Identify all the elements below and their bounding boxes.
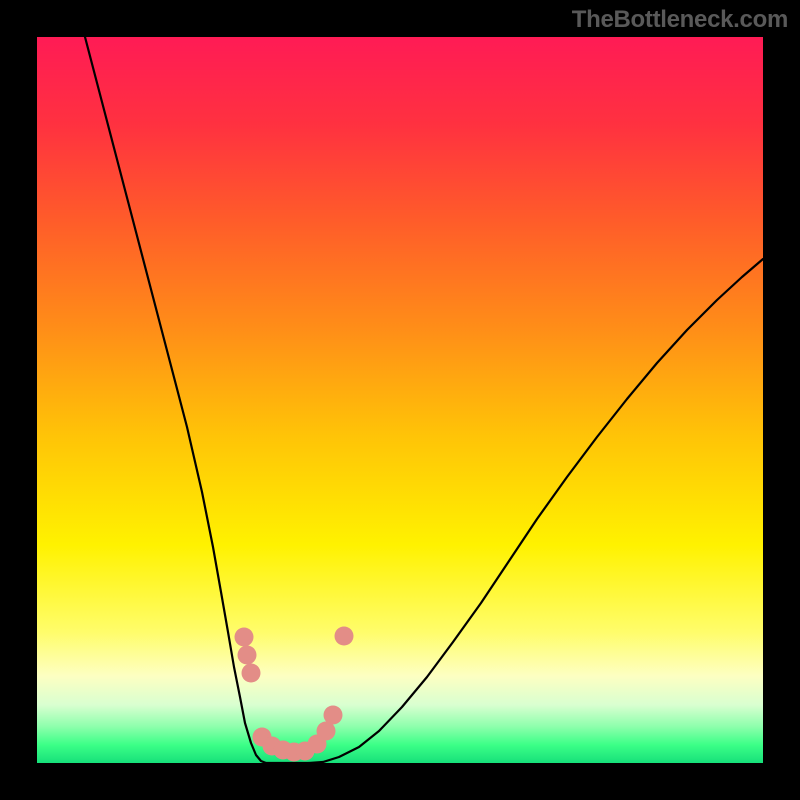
marker-dot [238, 646, 257, 665]
marker-dot [235, 628, 254, 647]
chart-svg [37, 37, 763, 763]
plot-area [37, 37, 763, 763]
marker-dot [324, 706, 343, 725]
gradient-background [37, 37, 763, 763]
watermark-text: TheBottleneck.com [572, 6, 788, 34]
marker-dot [242, 664, 261, 683]
outer-frame: TheBottleneck.com [0, 0, 800, 800]
marker-dot [335, 627, 354, 646]
